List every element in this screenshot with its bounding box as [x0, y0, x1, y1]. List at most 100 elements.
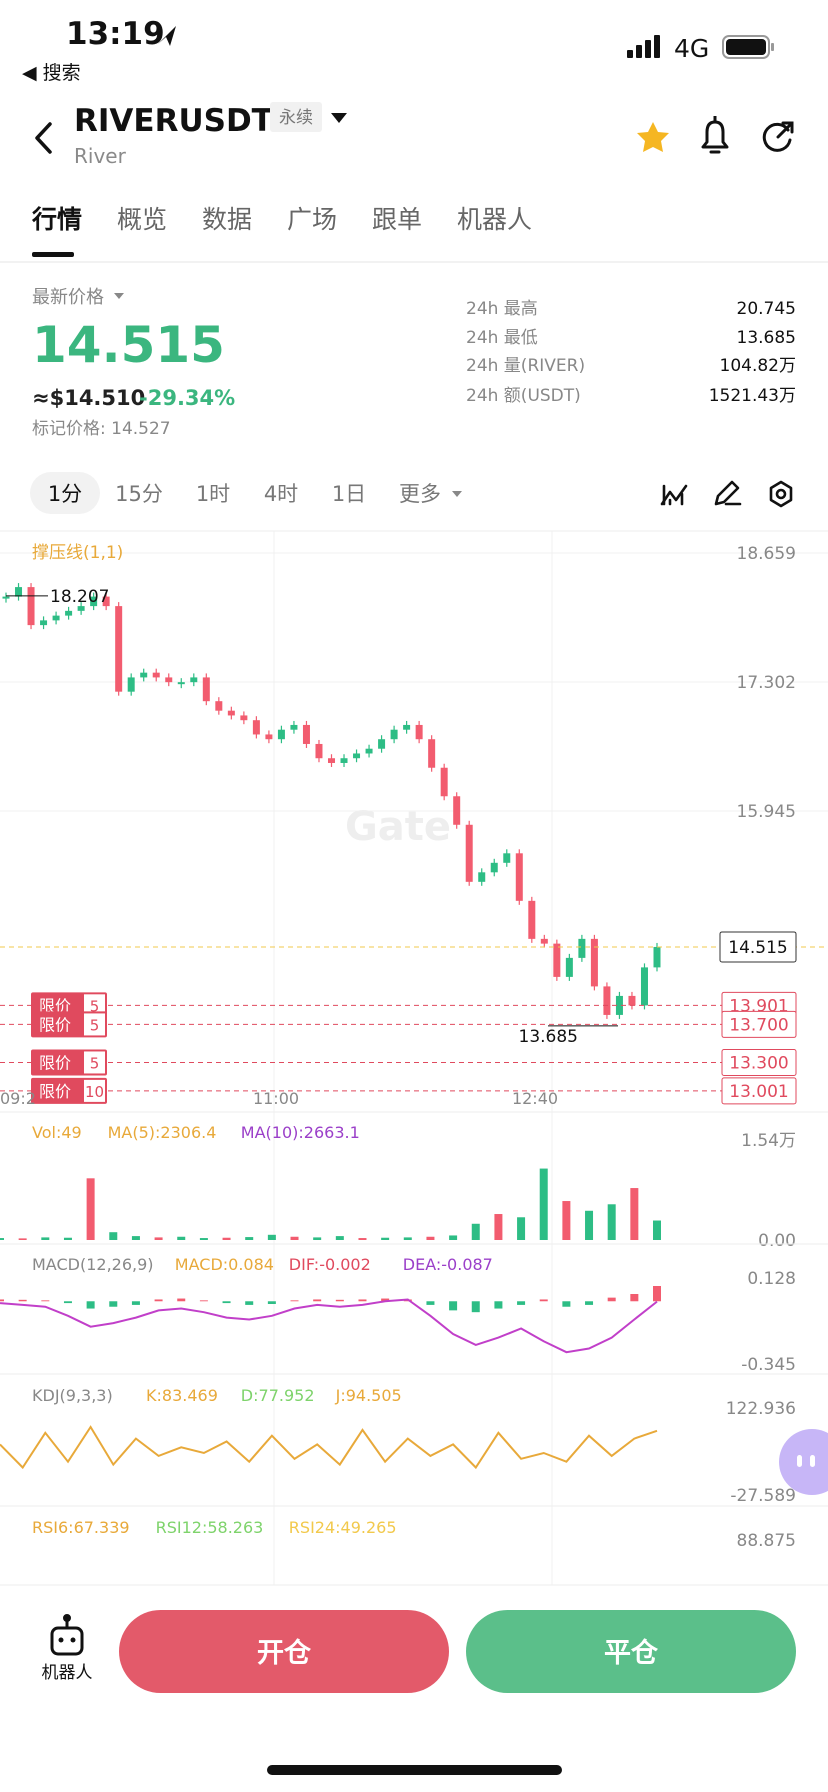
macd-bar: [539, 1299, 548, 1302]
interval[interactable]: 1日: [332, 482, 366, 506]
back-app[interactable]: ◀ 搜索: [22, 62, 81, 84]
volume-bar: [585, 1210, 594, 1240]
macd-bar: [653, 1286, 661, 1302]
y-tick-label: 88.875: [737, 1531, 796, 1551]
open-button[interactable]: [119, 1610, 449, 1693]
indicator-legend: K:83.469: [146, 1386, 218, 1405]
volume-bar: [358, 1238, 367, 1240]
close-button[interactable]: [466, 1610, 796, 1693]
indicator-legend: MACD(12,26,9): [32, 1255, 154, 1274]
order-tag-label[interactable]: 限价: [39, 1053, 71, 1072]
macd-dif-line: [0, 1298, 658, 1354]
candle: [2, 596, 10, 599]
indicator-icon[interactable]: [660, 484, 688, 506]
tab[interactable]: 数据: [202, 205, 252, 234]
candle: [27, 587, 35, 626]
macd-bar: [177, 1298, 186, 1302]
candle: [365, 748, 373, 754]
macd-bar: [426, 1301, 435, 1305]
candle: [565, 957, 573, 977]
candle: [465, 824, 473, 882]
candle: [190, 677, 198, 683]
order-tag-label[interactable]: 限价: [39, 1015, 71, 1034]
interval[interactable]: 15分: [115, 482, 163, 506]
candle: [378, 739, 386, 749]
stat-label: 24h 量(RIVER): [466, 356, 585, 376]
candle: [553, 943, 561, 977]
robot-eye: [70, 1637, 76, 1643]
tab[interactable]: 广场: [287, 205, 337, 234]
candle: [15, 587, 23, 597]
tab[interactable]: 机器人: [457, 205, 532, 234]
open-label[interactable]: 开仓: [257, 1638, 312, 1669]
stat-value: 1521.43万: [709, 386, 796, 406]
robot-icon[interactable]: [50, 1614, 84, 1656]
interval[interactable]: 更多: [399, 482, 441, 506]
signal-icon: [627, 35, 660, 58]
candle: [165, 677, 173, 683]
close-label[interactable]: 平仓: [604, 1638, 659, 1669]
candle: [528, 900, 536, 939]
robot-label[interactable]: 机器人: [42, 1663, 93, 1683]
interval[interactable]: 1分: [48, 482, 82, 506]
symbol-dropdown[interactable]: [331, 113, 347, 123]
tab[interactable]: 行情: [31, 205, 82, 234]
last-price-caret[interactable]: [114, 293, 124, 299]
indicator-legend: MA(10):2663.1: [241, 1123, 360, 1142]
candle: [515, 853, 523, 901]
time-label: 09:2: [0, 1089, 36, 1108]
volume-bar: [471, 1223, 480, 1240]
volume-bar: [449, 1235, 458, 1240]
y-tick-label: 1.54万: [741, 1131, 796, 1151]
candle: [252, 720, 260, 735]
favorite-star[interactable]: [637, 122, 669, 152]
draw-icon[interactable]: [714, 480, 742, 506]
tab[interactable]: 跟单: [372, 205, 422, 234]
macd-bar: [562, 1301, 571, 1307]
candle: [453, 796, 461, 825]
macd-bar: [18, 1299, 27, 1302]
candle: [428, 739, 436, 768]
candle: [140, 672, 148, 678]
more-caret[interactable]: [452, 491, 462, 497]
candle: [403, 724, 411, 730]
contract-tag: 永续: [279, 108, 313, 128]
tab[interactable]: 概览: [117, 205, 167, 234]
macd-bar: [517, 1301, 526, 1305]
indicator-legend: MA(5):2306.4: [108, 1123, 217, 1142]
stat-value: 104.82万: [720, 356, 796, 376]
back-button[interactable]: [35, 122, 52, 154]
indicator-legend: J:94.505: [335, 1386, 402, 1405]
low-label: 13.685: [519, 1027, 578, 1047]
tab-indicator: [32, 252, 74, 257]
y-tick-label: 15.945: [737, 802, 796, 822]
assistant-bubble[interactable]: [779, 1429, 828, 1495]
order-tag-label[interactable]: 限价: [39, 996, 71, 1015]
candle: [265, 734, 273, 740]
order-tag-label[interactable]: 限价: [39, 1082, 71, 1101]
indicator-legend: DIF:-0.002: [289, 1255, 371, 1274]
macd-bar: [358, 1299, 367, 1302]
indicator-legend: KDJ(9,3,3): [32, 1386, 113, 1405]
candle: [490, 862, 498, 873]
settings-icon[interactable]: [769, 480, 793, 508]
volume-bar: [494, 1214, 503, 1240]
interval[interactable]: 1时: [196, 482, 230, 506]
share-icon[interactable]: [762, 121, 794, 152]
assistant-eye: [810, 1455, 815, 1467]
candle: [615, 995, 623, 1015]
order-qty: 5: [90, 1054, 100, 1072]
candle: [215, 701, 223, 711]
macd-bar: [109, 1301, 118, 1307]
battery-level: [726, 39, 766, 55]
bell-icon[interactable]: [701, 116, 729, 154]
order-price: 13.001: [729, 1082, 788, 1102]
candle: [478, 872, 486, 882]
price-box: [719, 931, 797, 963]
macd-bar: [41, 1300, 50, 1302]
order-qty-box: [84, 1013, 105, 1036]
interval[interactable]: 4时: [264, 482, 298, 506]
candle: [115, 606, 123, 692]
stat-label: 24h 最高: [466, 299, 538, 319]
